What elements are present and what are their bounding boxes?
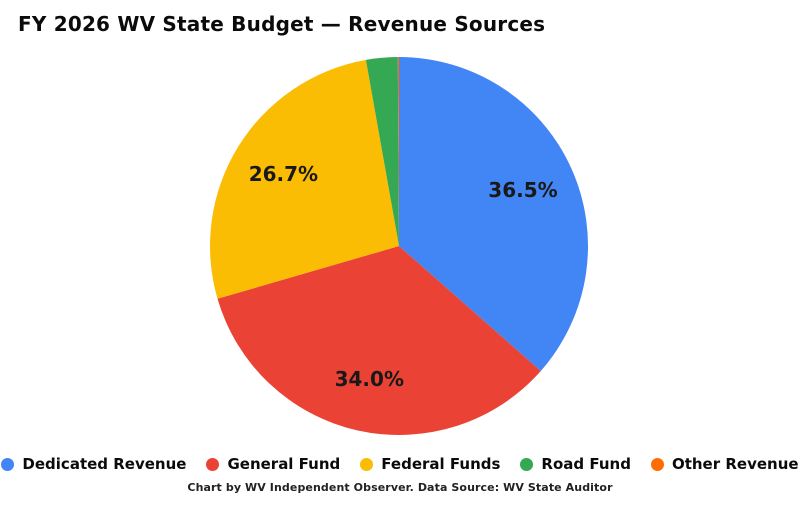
pie-slice-federal-funds — [210, 59, 399, 299]
legend-label: Other Revenue — [671, 455, 799, 473]
legend: Dedicated Revenue General Fund Federal Fun… — [0, 455, 800, 473]
slice-value-label-federal-funds: 26.7% — [249, 162, 318, 186]
legend-item-dedicated-revenue: Dedicated Revenue — [1, 455, 186, 473]
slice-value-label-general-fund: 34.0% — [335, 367, 404, 391]
pie-slice-general-fund — [217, 246, 541, 435]
legend-item-road-fund: Road Fund — [520, 455, 631, 473]
legend-item-general-fund: General Fund — [206, 455, 340, 473]
pie-slice-road-fund — [365, 57, 399, 246]
legend-label: Federal Funds — [381, 455, 501, 473]
legend-swatch-icon — [650, 457, 664, 471]
legend-swatch-icon — [360, 457, 374, 471]
chart-title: FY 2026 WV State Budget — Revenue Source… — [18, 12, 546, 36]
legend-item-federal-funds: Federal Funds — [360, 455, 500, 473]
legend-label: General Fund — [227, 455, 341, 473]
legend-label: Dedicated Revenue — [22, 455, 187, 473]
legend-item-other-revenue: Other Revenue — [650, 455, 799, 473]
legend-swatch-icon — [520, 457, 534, 471]
legend-swatch-icon — [1, 457, 15, 471]
pie-slice-dedicated-revenue — [399, 57, 588, 371]
pie-chart: 36.5% 34.0% 26.7% — [210, 57, 588, 435]
pie-slice-other-revenue — [397, 57, 399, 246]
legend-label: Road Fund — [541, 455, 631, 473]
legend-swatch-icon — [206, 457, 220, 471]
slice-value-label-dedicated-revenue: 36.5% — [488, 178, 557, 202]
chart-footnote: Chart by WV Independent Observer. Data S… — [187, 481, 613, 494]
